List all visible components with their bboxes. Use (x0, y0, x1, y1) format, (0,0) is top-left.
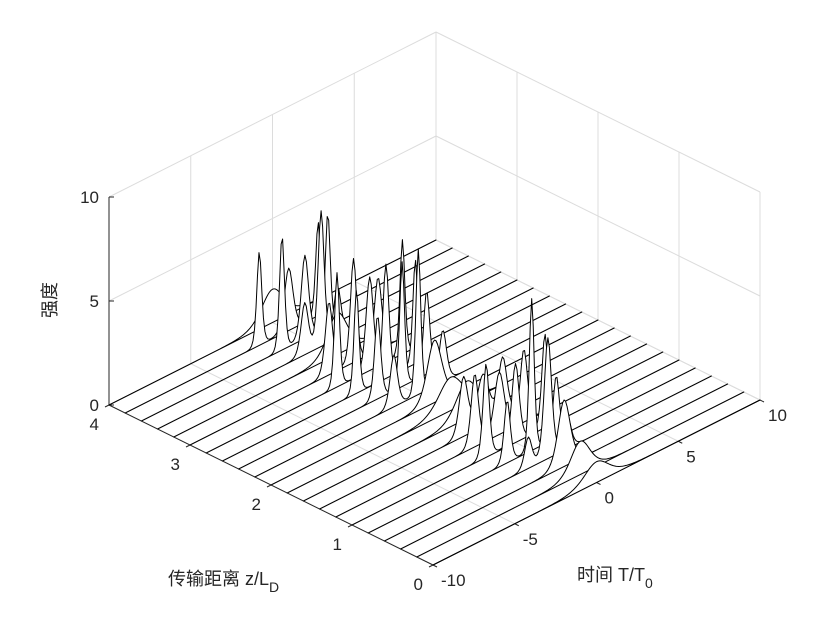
distance-tick-label: 1 (333, 535, 342, 554)
waterfall-trace (400, 383, 729, 550)
intensity-tick-label: 0 (90, 396, 99, 415)
waterfall-trace (416, 391, 745, 558)
time-tick-mark (678, 440, 683, 444)
distance-tick-mark (104, 404, 110, 408)
distance-tick-label: 0 (414, 575, 423, 594)
distance-tick-label: 3 (171, 455, 180, 474)
time-axis-label-subscript: 0 (645, 575, 653, 591)
time-axis-label: 时间 T/T0 (577, 565, 653, 591)
time-tick-label: -10 (441, 571, 466, 590)
intensity-tick-label: 10 (80, 188, 99, 207)
grid-line-backwall-intensity (108, 31, 437, 198)
waterfall-trace (383, 337, 712, 542)
distance-tick-mark (185, 444, 191, 448)
waterfall-trace (124, 222, 453, 414)
distance-tick-mark (347, 524, 353, 528)
time-tick-mark (759, 399, 765, 403)
waterfall-trace (367, 298, 696, 534)
distance-axis-label-subscript: D (269, 579, 279, 595)
time-tick-mark (596, 482, 601, 485)
time-tick-label: 10 (768, 406, 787, 425)
waterfall-trace (335, 349, 664, 518)
intensity-axis-label: 强度 (40, 282, 60, 318)
waterfall-trace (221, 259, 550, 462)
waterfall-trace (319, 343, 648, 510)
grid-line-backwall-intensity (108, 135, 437, 302)
grid-line-sidewall-intensity (435, 31, 761, 193)
distance-axis-label: 传输距离 z/LD (168, 569, 279, 595)
distance-tick-label: 2 (252, 495, 261, 514)
distance-tick-mark (266, 484, 272, 488)
waterfall-trace (432, 399, 761, 566)
waterfall-trace (254, 248, 583, 478)
waterfall-trace (351, 333, 680, 526)
time-tick-label: -5 (523, 530, 538, 549)
grid-line-sidewall-intensity (435, 135, 761, 297)
distance-tick-label: 4 (90, 415, 99, 434)
waterfall-trace (157, 210, 486, 430)
waterfall-trace (205, 239, 534, 454)
time-tick-mark (514, 523, 519, 527)
distance-tick-mark (428, 564, 434, 568)
time-tick-label: 0 (605, 489, 614, 508)
time-tick-mark (432, 564, 438, 568)
waterfall-trace (238, 261, 567, 470)
time-tick-label: 5 (686, 447, 695, 466)
trace-layer (108, 210, 761, 566)
grid-layer (108, 31, 761, 566)
intensity-tick-label: 5 (90, 292, 99, 311)
